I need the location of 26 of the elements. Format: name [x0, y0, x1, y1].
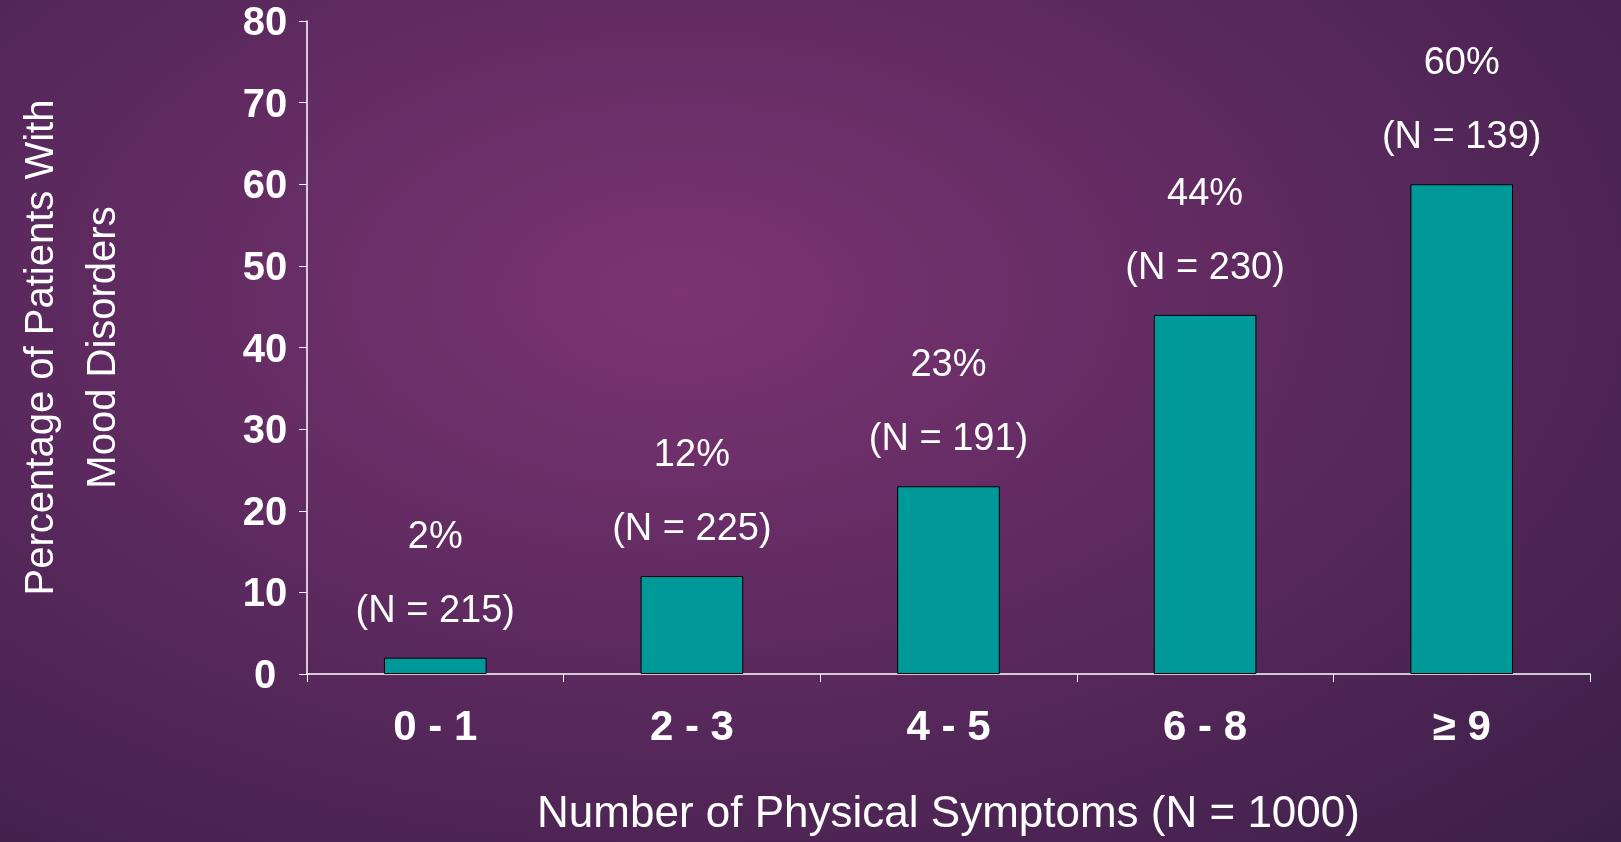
bar	[897, 486, 1000, 674]
y-tick-label: 20	[242, 488, 288, 533]
bar	[1410, 184, 1514, 674]
y-tick-label: 0	[253, 652, 277, 696]
y-tick-label: 70	[242, 80, 288, 125]
x-tick-label: 2 - 3	[649, 701, 734, 749]
y-tick-label: 50	[242, 243, 288, 288]
y-tick-label: 80	[242, 0, 288, 43]
data-label: 2% (N = 215)	[355, 513, 516, 630]
x-axis-title: Number of Physical Symptoms (N = 1000)	[537, 786, 1360, 836]
bar	[1153, 314, 1257, 674]
x-tick-label: 0 - 1	[393, 701, 478, 749]
y-tick-label: 40	[242, 325, 288, 370]
y-tick-label: 30	[242, 407, 288, 452]
x-tick-label: 4 - 5	[906, 701, 991, 749]
y-tick-label: 10	[242, 570, 288, 615]
data-label: 60% (N = 139)	[1381, 40, 1542, 157]
data-label: 44% (N = 230)	[1125, 170, 1285, 287]
x-tick-label: 6 - 8	[1163, 701, 1248, 749]
bar	[383, 657, 487, 674]
x-tick-label: ≥ 9	[1432, 701, 1491, 749]
data-label: 23% (N = 191)	[868, 342, 1029, 459]
y-tick-label: 60	[242, 162, 288, 207]
bar	[640, 576, 744, 674]
data-label: 12% (N = 225)	[612, 432, 772, 549]
y-axis-title: Percentage of Patients With Mood Disorders	[17, 99, 123, 596]
